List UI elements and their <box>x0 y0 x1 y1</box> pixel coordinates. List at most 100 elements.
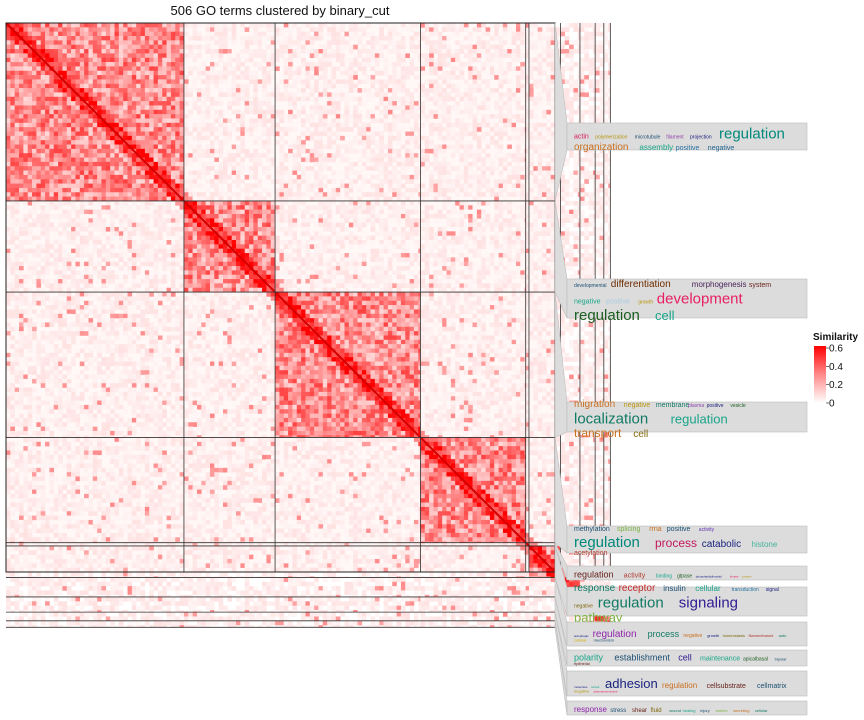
similarity-matrix <box>5 22 611 628</box>
cloud-word: injury <box>700 708 710 713</box>
cloud-word: stretch <box>716 708 728 713</box>
cloud-word: filament <box>666 135 684 141</box>
word-cloud-2: developmental differentiation morphogenesi… <box>566 278 808 324</box>
cloud-word: transport <box>574 426 622 440</box>
cloud-word: catabolic <box>702 539 741 550</box>
cloud-word: wound <box>669 708 681 713</box>
cloud-word: molecules <box>574 685 588 689</box>
cloud-word: response <box>574 583 616 594</box>
legend-tick: 0.4 <box>829 362 843 373</box>
cloud-word: localization <box>574 410 648 427</box>
cloud-word: positive <box>667 526 691 533</box>
cloud-word: regulation <box>574 307 640 324</box>
legend-tick: 0.6 <box>829 344 843 355</box>
cloud-word: auto <box>779 633 788 638</box>
cloud-word: histone <box>752 540 778 549</box>
cloud-word: positive <box>707 403 724 409</box>
word-cloud-10: response stress shear fluid wound healing inju… <box>566 700 808 716</box>
cloud-word: transduction <box>732 587 759 593</box>
cloud-word: epithelial <box>574 661 590 666</box>
cloud-word: healing <box>683 708 696 713</box>
cloud-word: negative <box>683 633 702 639</box>
word-cloud-4: methylation splicing rrna positive activity r… <box>566 525 808 557</box>
cloud-word: cellmatrix <box>757 683 787 690</box>
cloud-word: actin <box>574 134 589 141</box>
cloud-word: differentiation <box>611 279 671 290</box>
cloud-word: migration <box>574 399 615 410</box>
word-cloud-9: molecules celcell adhesion regulation cellsu… <box>566 670 808 697</box>
cloud-word: homeostasis <box>723 633 745 638</box>
cloud-word: cellular <box>755 708 768 713</box>
cloud-word: negative <box>574 298 601 305</box>
cloud-word: insulin <box>663 584 686 593</box>
cloud-word: protein <box>742 575 752 579</box>
legend-tick: 0.2 <box>829 380 843 391</box>
cloud-word: developmental <box>574 283 607 289</box>
cloud-word: regulation <box>574 570 614 580</box>
cloud-word: adhesion <box>605 676 658 691</box>
cloud-word: acetylation <box>574 550 608 557</box>
cloud-word: membrane <box>656 402 690 409</box>
cloud-word: negative <box>624 402 651 409</box>
cloud-word: projection <box>690 135 712 141</box>
cloud-word: maintenance <box>700 655 740 662</box>
cloud-word: rrna <box>649 526 662 533</box>
cloud-word: organization <box>574 142 628 153</box>
legend-title: Similarity <box>813 332 858 343</box>
cloud-word: establishment <box>614 652 670 662</box>
cloud-word: process <box>648 629 680 639</box>
cloud-word: activity <box>699 527 715 533</box>
cloud-word: cell <box>678 652 692 662</box>
cloud-word: signal <box>766 587 779 593</box>
cloud-word: negative <box>574 603 593 609</box>
cloud-word: positive <box>676 145 700 152</box>
cloud-word: phosphatidylinositol <box>696 575 723 579</box>
word-cloud-1: actin polymerization microtubule filament pr… <box>566 122 808 153</box>
cloud-word: kinase <box>730 575 739 579</box>
cloud-word: growth <box>638 299 653 305</box>
cloud-word: splicing <box>617 526 640 533</box>
cloud-word: bipolar <box>775 656 788 661</box>
cloud-word: stress <box>610 708 626 714</box>
cloud-word: fluid <box>651 708 662 714</box>
cloud-word: cellular <box>695 584 721 593</box>
cloud-word: cellular <box>574 638 587 643</box>
cloud-word: autophagic <box>574 634 589 638</box>
legend-tick: 0 <box>829 399 835 410</box>
cloud-word: negative <box>708 145 735 152</box>
cloud-word: plasma <box>688 403 704 409</box>
word-cloud-8: polarity establishment cell maintenance apic… <box>566 649 808 667</box>
cloud-word: cell <box>633 429 648 440</box>
word-cloud-6: response receptor insulin cellular transduct… <box>566 583 808 625</box>
cloud-word: polarity <box>574 652 604 662</box>
cloud-word: vesicle <box>730 403 746 409</box>
cloud-word: regulation <box>662 681 697 690</box>
cloud-word: activity <box>624 573 646 580</box>
cloud-word: regulation <box>574 534 640 551</box>
cloud-word: signaling <box>679 594 738 611</box>
similarity-legend: Similarity 0.6 0.4 0.2 0 <box>813 332 858 410</box>
cloud-word: system <box>749 282 771 289</box>
cloud-word: binding <box>656 574 672 580</box>
cloud-word: cell <box>655 308 675 323</box>
cloud-word: secreting <box>733 708 749 713</box>
cloud-word: positive <box>606 298 630 305</box>
cloud-word: regulation <box>671 411 728 426</box>
cloud-word: response <box>574 705 607 714</box>
word-cloud-5: regulation activity binding gtpase phosphati… <box>566 565 808 581</box>
cloud-word: regulation <box>719 126 785 143</box>
cloud-word: process <box>655 536 697 550</box>
cloud-word: methylation <box>574 526 610 533</box>
cluster-grid <box>5 22 611 628</box>
word-clouds: actin polymerization microtubule filament pr… <box>566 122 808 716</box>
cloud-word: development <box>657 290 744 307</box>
cloud-word: celcell <box>591 685 600 689</box>
cloud-word: polymerization <box>595 135 627 141</box>
cloud-word: pathway <box>574 610 623 625</box>
cloud-word: microtubule <box>635 135 661 141</box>
cluster-connectors <box>554 22 568 716</box>
cloud-word: regulation <box>598 594 664 611</box>
cloud-word: cellsubstrate <box>707 683 746 690</box>
